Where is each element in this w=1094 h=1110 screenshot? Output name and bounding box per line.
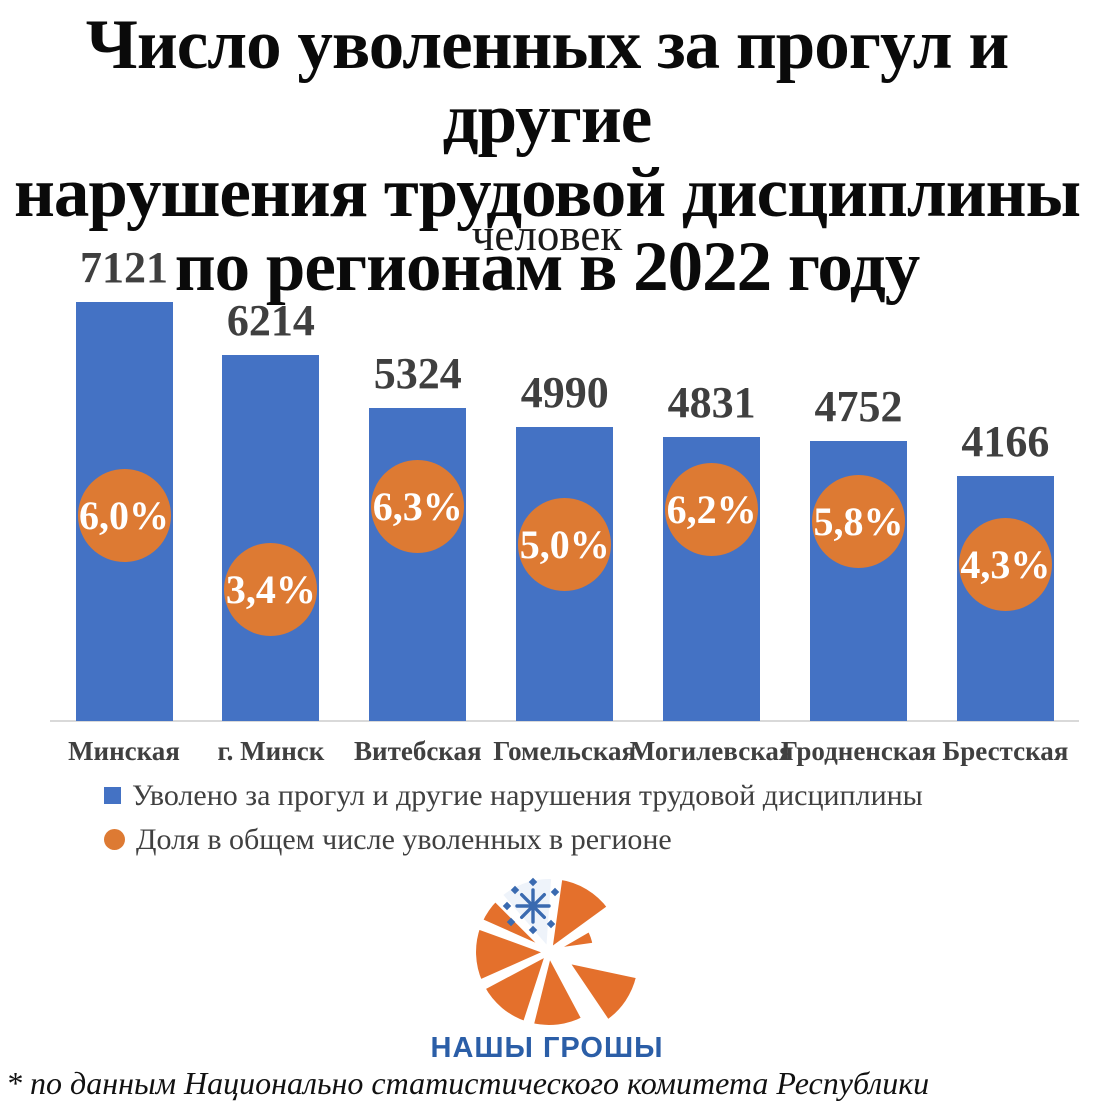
bar-value-label: 4166 — [961, 417, 1050, 466]
bar-value-label: 4831 — [667, 378, 756, 427]
category-label: Минская — [68, 736, 180, 766]
logo-wedge — [470, 923, 552, 986]
bar-value-label: 5324 — [373, 349, 462, 398]
share-bubble: 4,3% — [958, 517, 1052, 611]
chart-unit-label: человек — [471, 210, 623, 260]
logo-wedge — [478, 949, 552, 1028]
chart-title-line-3: по регионам в 2022 году — [174, 228, 921, 306]
legend-label: Доля в общем числе уволенных в регионе — [136, 823, 672, 856]
chart-title-line-2: нарушения трудовой дисциплины — [13, 154, 1081, 232]
legend-label: Уволено за прогул и другие нарушения тру… — [132, 779, 923, 812]
category-label: Витебская — [354, 736, 482, 766]
ornament-line — [519, 892, 547, 920]
logo-wedge — [527, 949, 588, 1031]
share-bubble: 3,4% — [224, 543, 318, 637]
legend-item-share: Доля в общем числе уволенных в регионе — [104, 823, 923, 856]
logo-wedge — [562, 957, 643, 1026]
bar — [222, 355, 320, 721]
bar — [369, 408, 467, 721]
logo-wedge — [546, 873, 614, 955]
category-label: г. Минск — [217, 736, 325, 766]
category-label: Брестская — [942, 736, 1069, 766]
logo-center — [543, 946, 555, 958]
orange-circle-legend-icon — [104, 829, 125, 850]
nashy-groshy-logo-icon — [470, 873, 643, 1031]
bar-value-label: 7121 — [80, 243, 168, 292]
chart-legend: Уволено за прогул и другие нарушения тру… — [104, 779, 923, 867]
category-label: Гомельская — [493, 736, 637, 766]
source-footnote: * по данным Национально статистического … — [6, 1065, 930, 1101]
share-bubble: 6,2% — [665, 463, 759, 557]
category-label: Могилевская — [629, 736, 794, 766]
bar-value-label: 4990 — [520, 368, 609, 417]
bar-value-label: 4752 — [814, 382, 903, 431]
logo-wedge — [476, 895, 552, 955]
blue-square-legend-icon — [104, 787, 121, 804]
share-bubble: 5,0% — [518, 497, 612, 591]
chart-title-line-1: Число уволенных за прогул и другие — [85, 6, 1010, 158]
bar-value-label: 6214 — [226, 296, 315, 345]
share-bubble: 6,3% — [371, 460, 465, 554]
share-bubble: 6,0% — [77, 469, 171, 563]
logo-wordmark: НАШЫ ГРОШЫ — [430, 1032, 664, 1064]
x-axis-line — [50, 720, 1079, 722]
logo-wedge — [546, 925, 599, 955]
share-bubble: 5,8% — [812, 474, 905, 568]
category-label: Гродненская — [780, 736, 937, 766]
chart-title: Число уволенных за прогул и другие наруш… — [0, 8, 1094, 304]
legend-item-bars: Уволено за прогул и другие нарушения тру… — [104, 779, 923, 812]
